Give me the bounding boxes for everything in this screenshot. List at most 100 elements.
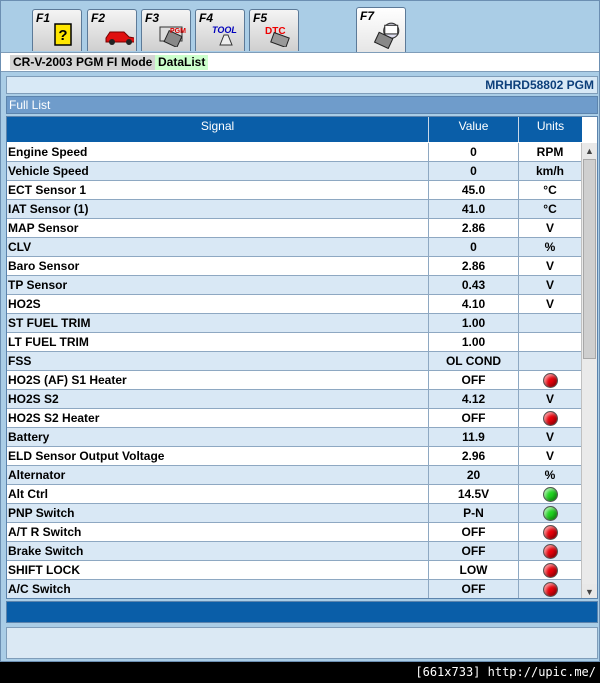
table-row[interactable]: ECT Sensor 1 45.0 °C xyxy=(7,181,582,200)
table-body: Engine Speed 0 RPM Vehicle Speed 0 km/h ECT Se… xyxy=(7,143,582,598)
signal-name: MAP Sensor xyxy=(7,219,429,237)
table-row[interactable]: HO2S 4.10 V xyxy=(7,295,582,314)
help-icon: ? xyxy=(54,23,72,46)
table-row[interactable]: CLV 0% xyxy=(7,238,582,257)
car-icon xyxy=(105,31,134,45)
scroll-up-icon[interactable]: ▲ xyxy=(582,143,597,159)
table-row[interactable]: Alt Ctrl 14.5V xyxy=(7,485,582,504)
signal-unit: km/h xyxy=(519,162,582,180)
signal-value: 45.0 xyxy=(429,181,519,199)
signal-name: PNP Switch xyxy=(7,504,429,522)
signal-unit xyxy=(519,333,582,351)
table-row[interactable]: ST FUEL TRIM 1.00 xyxy=(7,314,582,333)
column-header-units[interactable]: Units xyxy=(536,119,565,133)
breadcrumb-datalist: DataList xyxy=(155,55,209,70)
signal-value: 20 xyxy=(429,466,519,484)
signal-value: OFF xyxy=(429,580,519,598)
signal-value: 0 xyxy=(429,238,519,256)
signal-name: HO2S S2 Heater xyxy=(7,409,429,427)
f4-tool-button[interactable]: F4 TOOL xyxy=(195,9,245,51)
f3-system-button[interactable]: F3 PGM xyxy=(141,9,191,51)
table-row[interactable]: SHIFT LOCK LOW xyxy=(7,561,582,580)
breadcrumb-mode: Mode xyxy=(118,55,156,70)
f2-vehicle-button[interactable]: F2 xyxy=(87,9,137,51)
signal-unit xyxy=(519,352,582,370)
column-header-value[interactable]: Value xyxy=(429,117,519,142)
signal-value: OFF xyxy=(429,409,519,427)
signal-name: SHIFT LOCK xyxy=(7,561,429,579)
signal-name: ECT Sensor 1 xyxy=(7,181,429,199)
table-row[interactable]: HO2S S2 4.12 V xyxy=(7,390,582,409)
signal-value: 11.9 xyxy=(429,428,519,446)
vertical-scrollbar[interactable]: ▲ ▼ xyxy=(581,143,597,598)
table-row[interactable]: ELD Sensor Output Voltage 2.96 V xyxy=(7,447,582,466)
table-row[interactable]: IAT Sensor (1) 41.0 °C xyxy=(7,200,582,219)
signal-name: Alternator xyxy=(7,466,429,484)
signal-unit: % xyxy=(519,466,582,484)
signal-unit: V xyxy=(519,219,582,237)
f5-label: F5 xyxy=(253,11,268,25)
table-row[interactable]: Brake Switch OFF xyxy=(7,542,582,561)
signal-value: LOW xyxy=(429,561,519,579)
signal-name: CLV xyxy=(7,238,429,256)
signal-value: 4.12 xyxy=(429,390,519,408)
signal-value: 4.10 xyxy=(429,295,519,313)
svg-text:DTC: DTC xyxy=(265,26,286,37)
list-title: Full List xyxy=(9,98,51,112)
table-row[interactable]: HO2S (AF) S1 Heater OFF xyxy=(7,371,582,390)
signal-unit: RPM xyxy=(519,143,582,161)
bottom-panel xyxy=(6,627,598,659)
app-window: F1 ? F2 F3 PGM F4 xyxy=(0,0,600,662)
signal-value: 0 xyxy=(429,162,519,180)
signal-unit: V xyxy=(519,257,582,275)
red-indicator-icon xyxy=(542,544,558,559)
table-row[interactable]: HO2S S2 Heater OFF xyxy=(7,409,582,428)
f7-label: F7 xyxy=(360,9,375,23)
signal-unit xyxy=(519,409,582,427)
signal-unit: % xyxy=(519,238,582,256)
table-row[interactable]: A/T R Switch OFF xyxy=(7,523,582,542)
signal-name: Vehicle Speed xyxy=(7,162,429,180)
f5-dtc-button[interactable]: F5 DTC xyxy=(249,9,299,51)
signal-unit xyxy=(519,542,582,560)
table-row[interactable]: LT FUEL TRIM 1.00 xyxy=(7,333,582,352)
table-row[interactable]: Engine Speed 0 RPM xyxy=(7,143,582,162)
signal-unit: V xyxy=(519,428,582,446)
red-indicator-icon xyxy=(542,582,558,597)
f1-help-button[interactable]: F1 ? xyxy=(32,9,82,51)
signal-name: ELD Sensor Output Voltage xyxy=(7,447,429,465)
signal-name: Alt Ctrl xyxy=(7,485,429,503)
table-row[interactable]: Baro Sensor 2.86 V xyxy=(7,257,582,276)
signal-name: HO2S (AF) S1 Heater xyxy=(7,371,429,389)
table-row[interactable]: Battery 11.9 V xyxy=(7,428,582,447)
signal-unit: V xyxy=(519,276,582,294)
watermark: [661x733] http://upic.me/ xyxy=(415,665,596,679)
scrollbar-thumb[interactable] xyxy=(583,159,596,359)
table-row[interactable]: PNP Switch P-N xyxy=(7,504,582,523)
vehicle-code: MRHRD58802 PGM xyxy=(485,78,594,92)
scroll-down-icon[interactable]: ▼ xyxy=(582,584,597,598)
signal-value: P-N xyxy=(429,504,519,522)
green-indicator-icon xyxy=(542,487,558,502)
table-row[interactable]: Alternator 20% xyxy=(7,466,582,485)
table-row[interactable]: MAP Sensor 2.86 V xyxy=(7,219,582,238)
signal-name: HO2S xyxy=(7,295,429,313)
signal-value: OFF xyxy=(429,371,519,389)
red-indicator-icon xyxy=(542,563,558,578)
table-row[interactable]: FSS OL COND xyxy=(7,352,582,371)
svg-text:PGM: PGM xyxy=(170,28,186,35)
signal-unit: °C xyxy=(519,181,582,199)
signal-name: A/C Switch xyxy=(7,580,429,598)
f7-datalist-button[interactable]: F7 xyxy=(356,7,406,52)
f2-label: F2 xyxy=(91,11,106,25)
signal-unit: °C xyxy=(519,200,582,218)
table-row[interactable]: TP Sensor 0.43 V xyxy=(7,276,582,295)
table-row[interactable]: A/C Switch OFF xyxy=(7,580,582,598)
signal-name: LT FUEL TRIM xyxy=(7,333,429,351)
svg-text:?: ? xyxy=(58,27,67,44)
column-header-signal[interactable]: Signal xyxy=(7,117,429,142)
signal-unit xyxy=(519,523,582,541)
table-row[interactable]: Vehicle Speed 0 km/h xyxy=(7,162,582,181)
signal-unit xyxy=(519,314,582,332)
signal-value: OFF xyxy=(429,542,519,560)
